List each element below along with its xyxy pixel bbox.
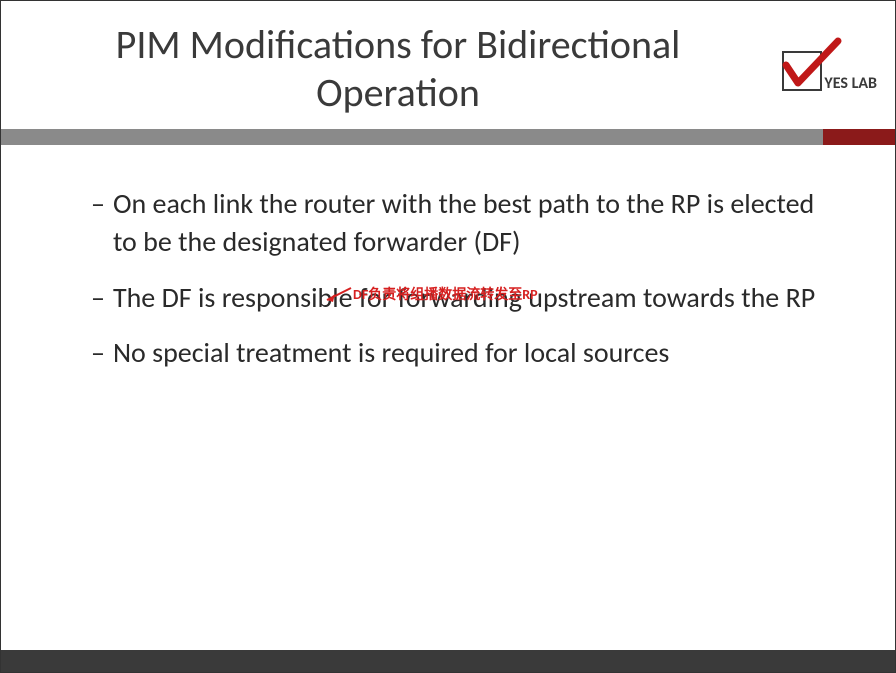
annotation-text: DF负责将组播数据流转发至RP <box>353 284 538 304</box>
annotation: DF负责将组播数据流转发至RP <box>325 284 538 304</box>
separator-gray <box>1 129 823 145</box>
logo-text: YES LAB <box>824 74 877 93</box>
slide-container: PIM Modifications for Bidirectional Oper… <box>0 0 896 673</box>
logo: YES LAB <box>782 51 877 91</box>
bullet-text: On each link the router with the best pa… <box>113 185 835 261</box>
bullet-item: – No special treatment is required for l… <box>91 334 835 372</box>
separator-bar <box>1 129 895 145</box>
slide-title: PIM Modifications for Bidirectional Oper… <box>1 21 895 117</box>
slide-header: PIM Modifications for Bidirectional Oper… <box>1 1 895 129</box>
bullet-dash: – <box>91 334 105 372</box>
bullet-dash: – <box>91 279 105 317</box>
logo-box <box>782 51 822 91</box>
bullet-dash: – <box>91 185 105 261</box>
separator-red <box>823 129 895 145</box>
bullet-item: – On each link the router with the best … <box>91 185 835 261</box>
arrow-icon <box>325 284 353 304</box>
slide-content: – On each link the router with the best … <box>1 145 895 372</box>
bullet-text: No special treatment is required for loc… <box>113 334 669 372</box>
bottom-strip <box>1 650 895 672</box>
